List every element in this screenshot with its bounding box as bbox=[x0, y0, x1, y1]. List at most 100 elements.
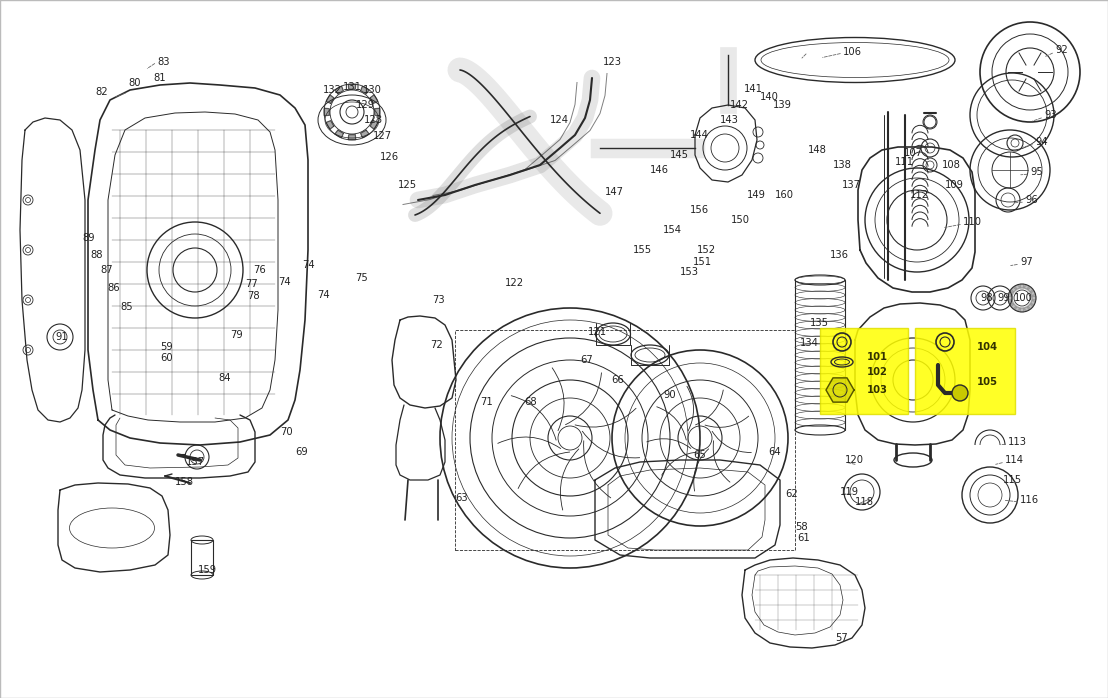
Polygon shape bbox=[1015, 306, 1019, 311]
Text: 62: 62 bbox=[784, 489, 798, 499]
Polygon shape bbox=[335, 86, 343, 94]
Polygon shape bbox=[348, 135, 356, 140]
Text: 67: 67 bbox=[579, 355, 593, 365]
Text: 119: 119 bbox=[840, 487, 859, 497]
Text: 121: 121 bbox=[588, 327, 607, 337]
Text: 100: 100 bbox=[1014, 293, 1033, 303]
Text: 87: 87 bbox=[100, 265, 113, 275]
Polygon shape bbox=[1008, 300, 1014, 305]
Text: 138: 138 bbox=[833, 160, 852, 170]
Text: 137: 137 bbox=[842, 180, 861, 190]
Polygon shape bbox=[1008, 296, 1012, 300]
Polygon shape bbox=[375, 108, 380, 116]
Text: 91: 91 bbox=[55, 332, 68, 342]
Text: 64: 64 bbox=[768, 447, 781, 457]
Text: 122: 122 bbox=[505, 278, 524, 288]
Text: 123: 123 bbox=[603, 57, 622, 67]
Text: 61: 61 bbox=[797, 533, 810, 543]
Text: 92: 92 bbox=[1055, 45, 1068, 55]
Text: 72: 72 bbox=[430, 340, 443, 350]
Text: 146: 146 bbox=[650, 165, 669, 175]
Text: 159: 159 bbox=[198, 565, 217, 575]
Polygon shape bbox=[360, 130, 369, 138]
Text: 107: 107 bbox=[904, 148, 923, 158]
Text: 153: 153 bbox=[680, 267, 699, 277]
Polygon shape bbox=[1030, 300, 1036, 305]
Text: 109: 109 bbox=[945, 180, 964, 190]
Text: 128: 128 bbox=[365, 115, 383, 125]
Text: 144: 144 bbox=[690, 130, 709, 140]
Text: 116: 116 bbox=[1020, 495, 1039, 505]
Text: 157: 157 bbox=[186, 457, 205, 467]
Text: 58: 58 bbox=[796, 522, 808, 532]
Text: 150: 150 bbox=[731, 215, 750, 225]
Text: 139: 139 bbox=[773, 100, 792, 110]
Text: 70: 70 bbox=[280, 427, 293, 437]
Text: 98: 98 bbox=[979, 293, 993, 303]
Polygon shape bbox=[370, 95, 378, 103]
Text: 113: 113 bbox=[1008, 437, 1027, 447]
Polygon shape bbox=[1024, 306, 1029, 311]
Text: 154: 154 bbox=[663, 225, 683, 235]
Polygon shape bbox=[1024, 284, 1029, 290]
Text: 106: 106 bbox=[843, 47, 862, 57]
Text: 94: 94 bbox=[1035, 137, 1048, 147]
Text: 71: 71 bbox=[480, 397, 493, 407]
Text: 110: 110 bbox=[963, 217, 982, 227]
Polygon shape bbox=[1010, 304, 1016, 309]
Text: 134: 134 bbox=[800, 338, 819, 348]
Text: 76: 76 bbox=[253, 265, 266, 275]
Text: 85: 85 bbox=[120, 302, 133, 312]
Polygon shape bbox=[1010, 287, 1016, 292]
Text: 60: 60 bbox=[160, 353, 173, 363]
Text: 142: 142 bbox=[730, 100, 749, 110]
Text: 80: 80 bbox=[129, 78, 141, 88]
Text: 79: 79 bbox=[230, 330, 243, 340]
Text: 145: 145 bbox=[670, 150, 689, 160]
Polygon shape bbox=[1030, 290, 1036, 296]
Text: 108: 108 bbox=[942, 160, 961, 170]
Text: 141: 141 bbox=[743, 84, 763, 94]
Text: 105: 105 bbox=[977, 377, 998, 387]
Text: 89: 89 bbox=[82, 233, 94, 243]
Polygon shape bbox=[825, 378, 854, 402]
Text: 118: 118 bbox=[855, 497, 874, 507]
Text: 82: 82 bbox=[95, 87, 107, 97]
Text: 143: 143 bbox=[720, 115, 739, 125]
Text: 68: 68 bbox=[524, 397, 536, 407]
Polygon shape bbox=[360, 86, 369, 94]
Text: 84: 84 bbox=[218, 373, 230, 383]
Polygon shape bbox=[1028, 287, 1034, 292]
Text: 59: 59 bbox=[160, 342, 173, 352]
Polygon shape bbox=[1032, 296, 1036, 300]
Polygon shape bbox=[325, 108, 329, 116]
Text: 69: 69 bbox=[295, 447, 308, 457]
Text: 63: 63 bbox=[455, 493, 468, 503]
Text: 125: 125 bbox=[398, 180, 417, 190]
Polygon shape bbox=[335, 130, 343, 138]
Text: 104: 104 bbox=[977, 342, 998, 352]
Text: 74: 74 bbox=[278, 277, 290, 287]
Text: 126: 126 bbox=[380, 152, 399, 162]
Bar bbox=[191, 540, 213, 575]
Text: 93: 93 bbox=[1044, 110, 1057, 120]
Polygon shape bbox=[326, 121, 334, 129]
Polygon shape bbox=[370, 121, 378, 129]
Text: 102: 102 bbox=[866, 367, 888, 377]
Polygon shape bbox=[1019, 284, 1024, 288]
Text: 101: 101 bbox=[866, 352, 889, 362]
Text: 155: 155 bbox=[633, 245, 653, 255]
Text: 78: 78 bbox=[247, 291, 259, 301]
Text: 114: 114 bbox=[1005, 455, 1024, 465]
Text: 99: 99 bbox=[997, 293, 1009, 303]
Text: 120: 120 bbox=[845, 455, 864, 465]
Text: 74: 74 bbox=[317, 290, 329, 300]
Text: 86: 86 bbox=[107, 283, 120, 293]
Bar bbox=[455, 330, 796, 550]
Text: 96: 96 bbox=[1025, 195, 1038, 205]
Polygon shape bbox=[1015, 284, 1019, 290]
Text: 127: 127 bbox=[373, 131, 392, 141]
Text: 103: 103 bbox=[866, 385, 888, 395]
Bar bbox=[915, 328, 1015, 414]
Text: 57: 57 bbox=[835, 633, 848, 643]
